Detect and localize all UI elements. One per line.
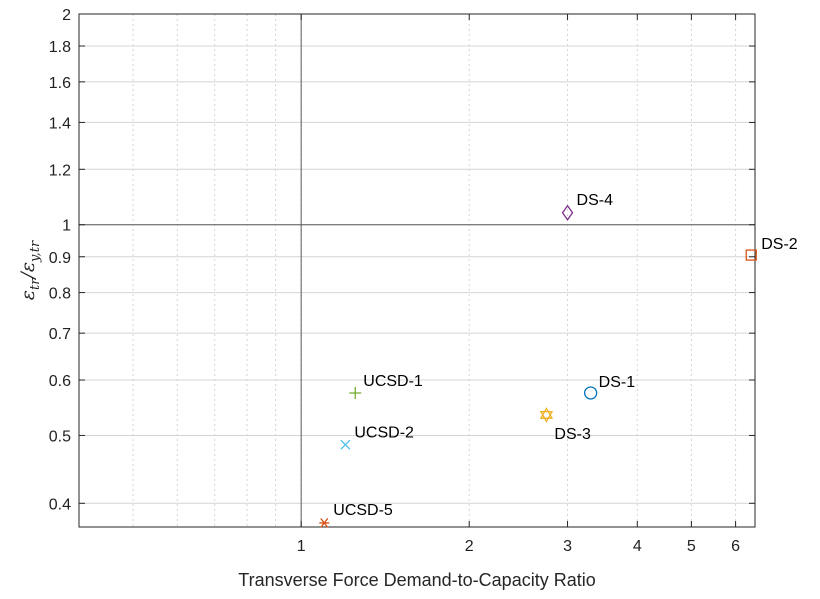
y-tick-label: 0.5 <box>49 428 71 445</box>
data-label-ds-1: DS-1 <box>599 374 636 391</box>
data-label-ucsd-2: UCSD-2 <box>354 425 414 442</box>
y-tick-label: 0.7 <box>49 326 71 343</box>
x-tick-label: 1 <box>297 538 306 555</box>
data-points: DS-1 DS-2 DS-3 DS-4 UCSD-1 UCSD-2 UCSD-5 <box>319 192 798 528</box>
ucsd-5-marker <box>319 518 330 528</box>
y-tick-label: 1.8 <box>49 39 71 56</box>
ds-3-marker <box>539 407 554 419</box>
y-axis-title-mid: /ε <box>17 262 39 281</box>
y-tick-label: 0.4 <box>49 496 71 513</box>
data-label-ucsd-1: UCSD-1 <box>363 373 423 390</box>
data-point-ds-3: DS-3 <box>539 407 591 443</box>
reference-lines <box>79 14 755 527</box>
y-tick-label: 1.4 <box>49 115 71 132</box>
data-label-ucsd-5: UCSD-5 <box>333 502 393 519</box>
ucsd-1-marker <box>349 386 362 399</box>
ds-3-marker-part <box>539 410 554 423</box>
data-point-ucsd-5: UCSD-5 <box>319 502 393 528</box>
x-tick-label: 5 <box>687 538 696 555</box>
data-point-ds-1: DS-1 <box>583 374 636 400</box>
plot-frame <box>78 13 756 528</box>
x-tick-label: 4 <box>633 538 642 555</box>
y-axis-title-base: ε <box>17 290 39 300</box>
ds-4-marker <box>561 204 574 221</box>
data-label-ds-4: DS-4 <box>577 192 614 209</box>
x-tick-label: 6 <box>731 538 740 555</box>
y-tick-label: 2 <box>62 7 71 24</box>
x-tick-label: 3 <box>563 538 572 555</box>
data-point-ucsd-2: UCSD-2 <box>340 425 414 450</box>
data-label-ds-2: DS-2 <box>761 236 798 253</box>
y-tick-label: 1 <box>62 218 71 235</box>
y-axis-title-sub2: y,tr <box>28 240 43 263</box>
y-axis-title: εtr/εy,tr <box>17 240 43 300</box>
x-tick-label: 2 <box>465 538 474 555</box>
y-tick-label: 1.2 <box>49 162 71 179</box>
y-tick-label: 0.6 <box>49 373 71 390</box>
data-label-ds-3: DS-3 <box>554 426 591 443</box>
x-axis-title: Transverse Force Demand-to-Capacity Rati… <box>238 570 595 590</box>
y-axis-title-sub1: tr <box>28 278 43 290</box>
data-point-ds-2: DS-2 <box>745 236 798 261</box>
data-point-ds-4: DS-4 <box>561 192 614 221</box>
ucsd-2-marker <box>340 439 351 450</box>
data-point-ucsd-1: UCSD-1 <box>349 373 423 399</box>
y-tick-label: 0.8 <box>49 286 71 303</box>
ds-2-marker <box>745 249 757 261</box>
axis-ticks: 1 2 3 4 5 6 0.4 0.5 0.6 0.7 0.8 0.9 1 1.2 1.4 1.6 1.8 2 <box>49 7 755 555</box>
y-tick-label: 0.9 <box>49 250 71 267</box>
ds-1-marker <box>583 386 598 400</box>
y-tick-label: 1.6 <box>49 75 71 92</box>
grid <box>79 13 755 527</box>
